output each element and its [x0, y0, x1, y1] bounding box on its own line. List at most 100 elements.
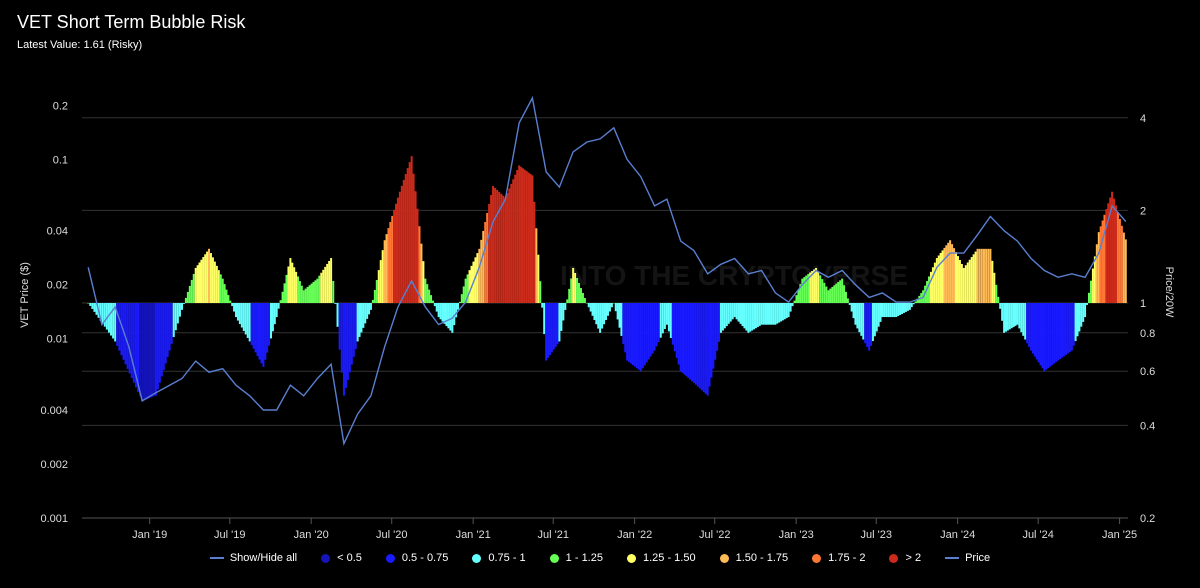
ratio-bar [412, 173, 415, 303]
ratio-bar [556, 303, 559, 345]
ratio-bar [1093, 256, 1096, 303]
ratio-bar [103, 303, 106, 327]
ratio-bar [681, 303, 684, 373]
ratio-bar [1039, 303, 1042, 366]
ratio-bar [225, 289, 228, 303]
ratio-bar [667, 303, 670, 332]
ratio-bar [439, 303, 442, 320]
x-tick-label: Jan '22 [617, 529, 652, 541]
ratio-bar [829, 288, 832, 303]
ratio-bar [753, 303, 756, 330]
legend-item[interactable]: 1.75 - 2 [812, 552, 865, 564]
ratio-bar [1006, 303, 1009, 331]
ratio-bar [478, 248, 481, 303]
ratio-bar [663, 303, 666, 330]
ratio-bar [466, 274, 469, 303]
legend-item[interactable]: 1.50 - 1.75 [719, 552, 788, 564]
ratio-bar [264, 303, 267, 360]
ratio-bar [516, 170, 519, 303]
ratio-bar [389, 221, 392, 303]
ratio-bar [217, 270, 220, 303]
ratio-bar [256, 303, 259, 356]
legend-item[interactable]: 1 - 1.25 [549, 552, 603, 564]
ratio-bar [422, 261, 425, 303]
ratio-bar [578, 282, 581, 303]
ratio-bar [170, 303, 173, 344]
y-left-tick-label: 0.002 [40, 459, 68, 471]
ratio-bar [1055, 303, 1058, 363]
ratio-bar [160, 303, 163, 377]
x-tick-label: Jan '25 [1102, 529, 1137, 541]
ratio-bar [504, 197, 507, 303]
ratio-bar [783, 303, 786, 320]
ratio-bar [156, 303, 159, 390]
ratio-bar [989, 248, 992, 303]
ratio-bar [1012, 303, 1015, 328]
ratio-bar [1020, 303, 1023, 333]
ratio-bar [929, 271, 932, 303]
ratio-bar [618, 303, 621, 328]
x-tick-label: Jul '23 [861, 529, 892, 541]
ratio-bar [641, 303, 644, 369]
ratio-bar [150, 303, 153, 398]
legend-item[interactable]: Price [945, 552, 990, 564]
ratio-bar [1086, 303, 1089, 305]
ratio-bar [1116, 212, 1119, 303]
ratio-bar [562, 303, 565, 321]
ratio-bar [464, 278, 467, 303]
ratio-bar [531, 175, 534, 303]
ratio-bar [404, 173, 407, 303]
ratio-bar [271, 303, 274, 332]
ratio-bar [649, 303, 652, 357]
ratio-bar [200, 259, 203, 303]
ratio-bar [661, 303, 664, 334]
legend-item[interactable]: 0.5 - 0.75 [385, 552, 448, 564]
ratio-bar [846, 298, 849, 303]
legend-item[interactable]: 1.25 - 1.50 [626, 552, 696, 564]
legend-label: Price [965, 552, 991, 564]
ratio-bar [302, 290, 305, 303]
ratio-bar [490, 195, 493, 303]
x-tick-label: Jan '23 [779, 529, 814, 541]
ratio-bar [885, 303, 888, 318]
ratio-bar [223, 284, 226, 303]
ratio-bar [1066, 303, 1069, 354]
ratio-bar [441, 303, 444, 322]
ratio-bar [964, 265, 967, 303]
legend-item[interactable]: 0.75 - 1 [472, 552, 526, 564]
ratio-bar [801, 278, 804, 303]
ratio-bar [1010, 303, 1013, 329]
legend-line-symbol [945, 557, 960, 559]
legend-item[interactable]: Show/Hide all [209, 552, 297, 564]
y-left-tick-label: 0.001 [40, 513, 68, 525]
ratio-bar [685, 303, 688, 377]
ratio-bar [437, 303, 440, 318]
ratio-bar [807, 274, 810, 303]
ratio-bar [947, 242, 950, 303]
legend-item[interactable]: > 2 [889, 552, 921, 564]
legend-item[interactable]: < 0.5 [321, 552, 362, 564]
ratio-bar [273, 303, 276, 325]
ratio-bar [997, 296, 1000, 303]
ratio-bar [637, 303, 640, 370]
ratio-bar [850, 303, 853, 312]
ratio-bar [300, 285, 303, 303]
ratio-bar [306, 286, 309, 303]
ratio-bar [714, 303, 717, 360]
ratio-bar [1026, 303, 1029, 344]
ratio-bar [628, 303, 631, 363]
ratio-bar [182, 303, 185, 304]
ratio-bar [985, 248, 988, 303]
ratio-bar [342, 303, 345, 396]
ratio-bar [970, 257, 973, 303]
ratio-bar [482, 230, 485, 303]
ratio-bar [972, 254, 975, 303]
ratio-bar [689, 303, 692, 380]
ratio-bar [244, 303, 247, 335]
ratio-bar [1076, 303, 1079, 337]
ratio-bar [506, 193, 509, 303]
ratio-bar [266, 303, 269, 353]
ratio-bar [398, 191, 401, 303]
x-tick-label: Jan '21 [456, 529, 491, 541]
ratio-bar [725, 303, 728, 327]
